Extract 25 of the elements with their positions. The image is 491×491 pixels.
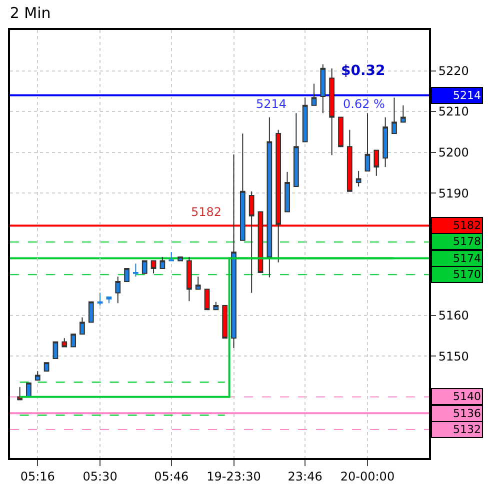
ref-line-label: 5140: [453, 390, 481, 403]
x-tick-label: 05:46: [154, 469, 189, 484]
x-tick-label: 19-23:30: [206, 469, 261, 484]
annotation: 5214: [256, 97, 287, 111]
ref-line-label: 5214: [453, 89, 481, 102]
x-tick-label: 05:30: [82, 469, 118, 484]
x-tick-label: 20-00:00: [340, 469, 395, 484]
ref-line-label: 5178: [453, 235, 481, 248]
ref-line-label: 5170: [453, 268, 481, 281]
annotation: $0.32: [341, 63, 386, 79]
y-tick-label: 5200: [438, 145, 469, 160]
ref-line-label: 5136: [453, 407, 481, 420]
y-tick-label: 5160: [438, 308, 469, 323]
ref-line-label: 5174: [453, 252, 481, 265]
annotation: 0.62 %: [343, 97, 385, 111]
ref-line-label: 5132: [453, 423, 481, 436]
chart-title: 2 Min: [10, 4, 51, 22]
x-tick-label: 05:16: [20, 469, 55, 484]
y-tick-label: 5190: [438, 186, 469, 200]
ref-line-label: 5182: [453, 219, 481, 232]
y-tick-label: 5150: [438, 349, 469, 364]
x-tick-label: 23:46: [288, 469, 322, 484]
annotation: 5182: [191, 205, 222, 219]
y-tick-label: 5220: [438, 64, 469, 78]
y-tick-label: 5210: [438, 104, 469, 119]
